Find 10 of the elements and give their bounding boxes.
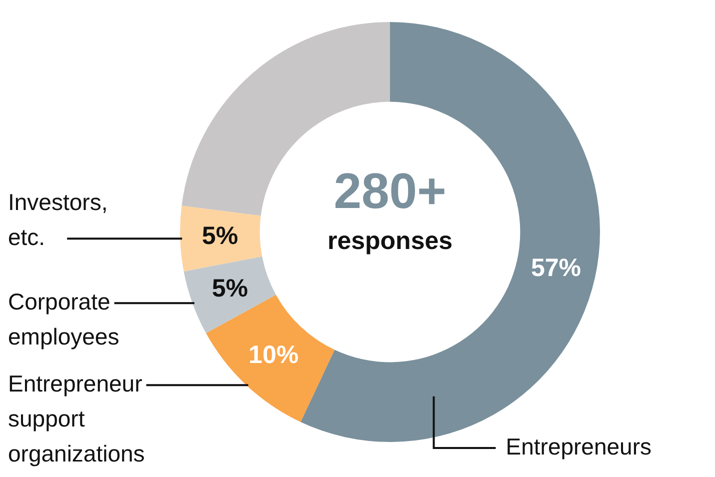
data-label: 5% bbox=[202, 222, 238, 250]
text: 280+ bbox=[334, 162, 446, 219]
slice-label: Investors, etc. bbox=[8, 188, 108, 250]
slice-label: Entrepreneur support organizations bbox=[8, 370, 145, 466]
data-label: 10% bbox=[248, 340, 299, 369]
text: responses bbox=[327, 226, 453, 255]
slice-label: Corporate employees bbox=[8, 288, 120, 350]
data-label: 5% bbox=[212, 274, 248, 303]
data-label: 57% bbox=[530, 254, 582, 282]
slice-label: Entrepreneurs bbox=[506, 433, 652, 460]
